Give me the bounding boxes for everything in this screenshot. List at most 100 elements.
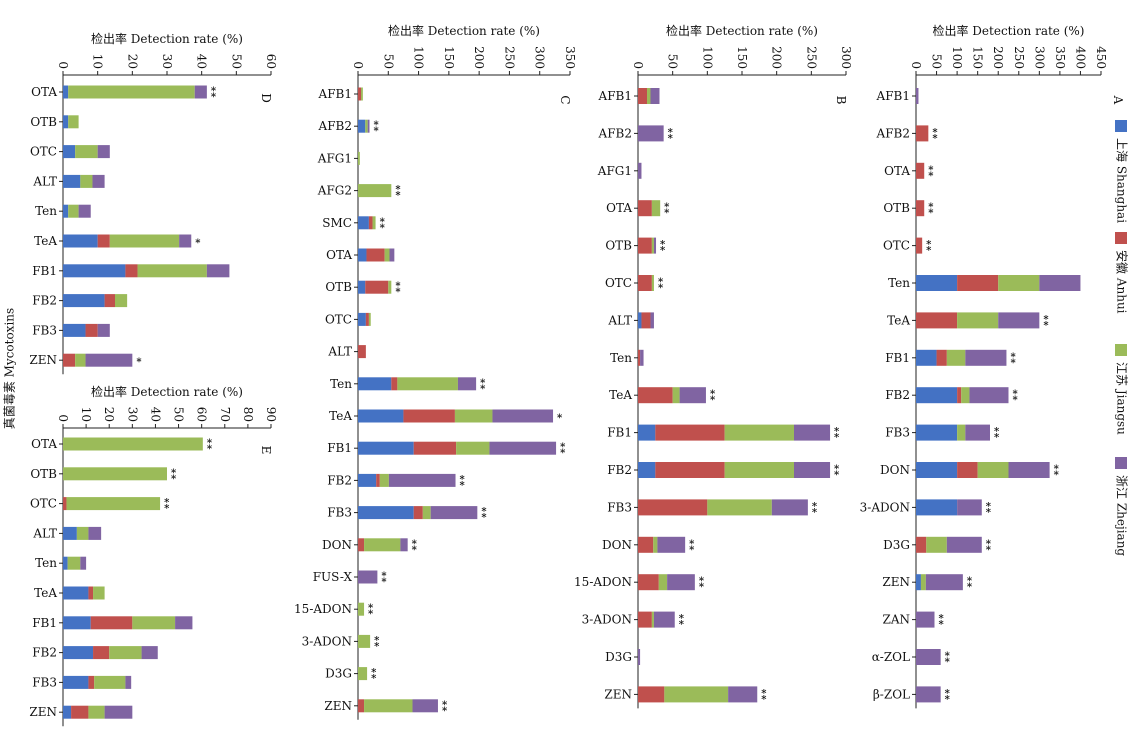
bar-segment bbox=[63, 675, 89, 689]
bar-segment bbox=[358, 699, 365, 713]
significance-mark: * bbox=[395, 185, 401, 196]
bar-segment bbox=[728, 686, 758, 703]
x-tick-label: 50 bbox=[381, 54, 395, 69]
category-label: AFB1 bbox=[318, 87, 352, 101]
significance-mark: * bbox=[207, 444, 213, 455]
bar-segment bbox=[638, 462, 656, 478]
category-label: α-ZOL bbox=[872, 650, 910, 664]
bar-segment bbox=[641, 312, 651, 329]
category-label: OTC bbox=[605, 276, 632, 290]
significance-mark: * bbox=[928, 165, 934, 176]
bar-segment bbox=[388, 280, 392, 294]
bar-segment bbox=[457, 377, 477, 391]
x-tick-label: 200 bbox=[770, 46, 784, 69]
bar-segment bbox=[916, 349, 937, 366]
bar-segment bbox=[400, 538, 408, 552]
bar-segment bbox=[358, 280, 366, 294]
bar-segment bbox=[80, 174, 93, 188]
bar-segment bbox=[638, 574, 659, 591]
bar-segment bbox=[454, 409, 493, 423]
significance-mark: * bbox=[932, 133, 938, 144]
bar-segment bbox=[412, 699, 438, 713]
bar-segment bbox=[97, 145, 110, 159]
category-label: FB1 bbox=[327, 441, 352, 455]
category-label: SMC bbox=[322, 216, 352, 230]
panel-label: B bbox=[834, 96, 848, 105]
bar-segment bbox=[651, 611, 654, 628]
category-label: OTC bbox=[883, 239, 910, 253]
significance-mark: * bbox=[986, 501, 992, 512]
bar-segment bbox=[916, 462, 958, 478]
significance-mark: * bbox=[460, 480, 466, 491]
legend-label: 江苏 Jiangsu bbox=[1115, 362, 1129, 435]
significance-mark: * bbox=[967, 582, 973, 593]
bar-segment bbox=[998, 275, 1040, 291]
bar-segment bbox=[403, 409, 455, 423]
category-label: OTA bbox=[31, 85, 57, 99]
category-label: OTA bbox=[884, 164, 910, 178]
significance-mark: * bbox=[480, 384, 486, 395]
bar-segment bbox=[653, 536, 658, 553]
bar-segment bbox=[125, 264, 138, 278]
category-label: ZAN bbox=[882, 613, 910, 627]
bar-segment bbox=[638, 387, 673, 404]
bar-segment bbox=[916, 125, 929, 142]
significance-mark: * bbox=[374, 635, 380, 646]
bar-segment bbox=[63, 437, 203, 451]
legend-swatch bbox=[1115, 344, 1127, 356]
x-tick-label: 40 bbox=[195, 54, 209, 69]
bar-segment bbox=[94, 675, 126, 689]
significance-mark: * bbox=[207, 438, 213, 449]
significance-mark: * bbox=[381, 571, 387, 582]
bar-segment bbox=[998, 312, 1040, 329]
bar-segment bbox=[640, 349, 644, 366]
bar-segment bbox=[63, 586, 89, 600]
bar-segment bbox=[68, 204, 79, 218]
significance-mark: * bbox=[664, 208, 670, 219]
category-label: FB3 bbox=[32, 675, 57, 689]
bar-segment bbox=[206, 264, 230, 278]
bar-segment bbox=[67, 556, 81, 570]
category-label: 3-ADON bbox=[302, 634, 352, 648]
category-label: DON bbox=[322, 538, 352, 552]
significance-mark: * bbox=[1013, 389, 1019, 400]
significance-mark: * bbox=[395, 281, 401, 292]
bar-segment bbox=[365, 312, 369, 326]
bar-segment bbox=[965, 349, 1007, 366]
legend-label: 上海 Shanghai bbox=[1115, 138, 1130, 223]
bar-segment bbox=[724, 462, 794, 478]
bar-segment bbox=[969, 387, 1009, 404]
bar-segment bbox=[175, 616, 193, 630]
category-label: 15-ADON bbox=[294, 602, 352, 616]
significance-mark: * bbox=[986, 545, 992, 556]
bar-segment bbox=[80, 556, 87, 570]
bar-segment bbox=[916, 424, 958, 441]
bar-segment bbox=[413, 441, 457, 455]
bar-segment bbox=[388, 473, 456, 487]
bar-segment bbox=[63, 85, 69, 99]
axis-title: 检出率 Detection rate (%) bbox=[91, 384, 243, 399]
bar-segment bbox=[638, 125, 664, 142]
x-tick-label: 200 bbox=[991, 46, 1005, 69]
bar-segment bbox=[109, 234, 180, 248]
category-label: D3G bbox=[325, 667, 352, 681]
significance-mark: * bbox=[381, 577, 387, 588]
significance-mark: * bbox=[374, 120, 380, 131]
bar-segment bbox=[638, 686, 665, 703]
significance-mark: * bbox=[928, 202, 934, 213]
bar-segment bbox=[358, 441, 414, 455]
bar-segment bbox=[76, 526, 89, 540]
panel-label: C bbox=[558, 95, 572, 104]
bar-segment bbox=[358, 377, 392, 391]
significance-mark: * bbox=[834, 433, 840, 444]
category-label: ZEN bbox=[882, 575, 910, 589]
bar-segment bbox=[372, 216, 376, 230]
significance-mark: * bbox=[1043, 320, 1049, 331]
bar-segment bbox=[916, 200, 925, 217]
bar-segment bbox=[925, 574, 963, 591]
significance-mark: * bbox=[368, 609, 374, 620]
axis-title: 检出率 Detection rate (%) bbox=[666, 23, 818, 38]
bar-segment bbox=[63, 115, 69, 129]
category-label: 15-ADON bbox=[574, 575, 632, 589]
significance-mark: * bbox=[994, 427, 1000, 438]
